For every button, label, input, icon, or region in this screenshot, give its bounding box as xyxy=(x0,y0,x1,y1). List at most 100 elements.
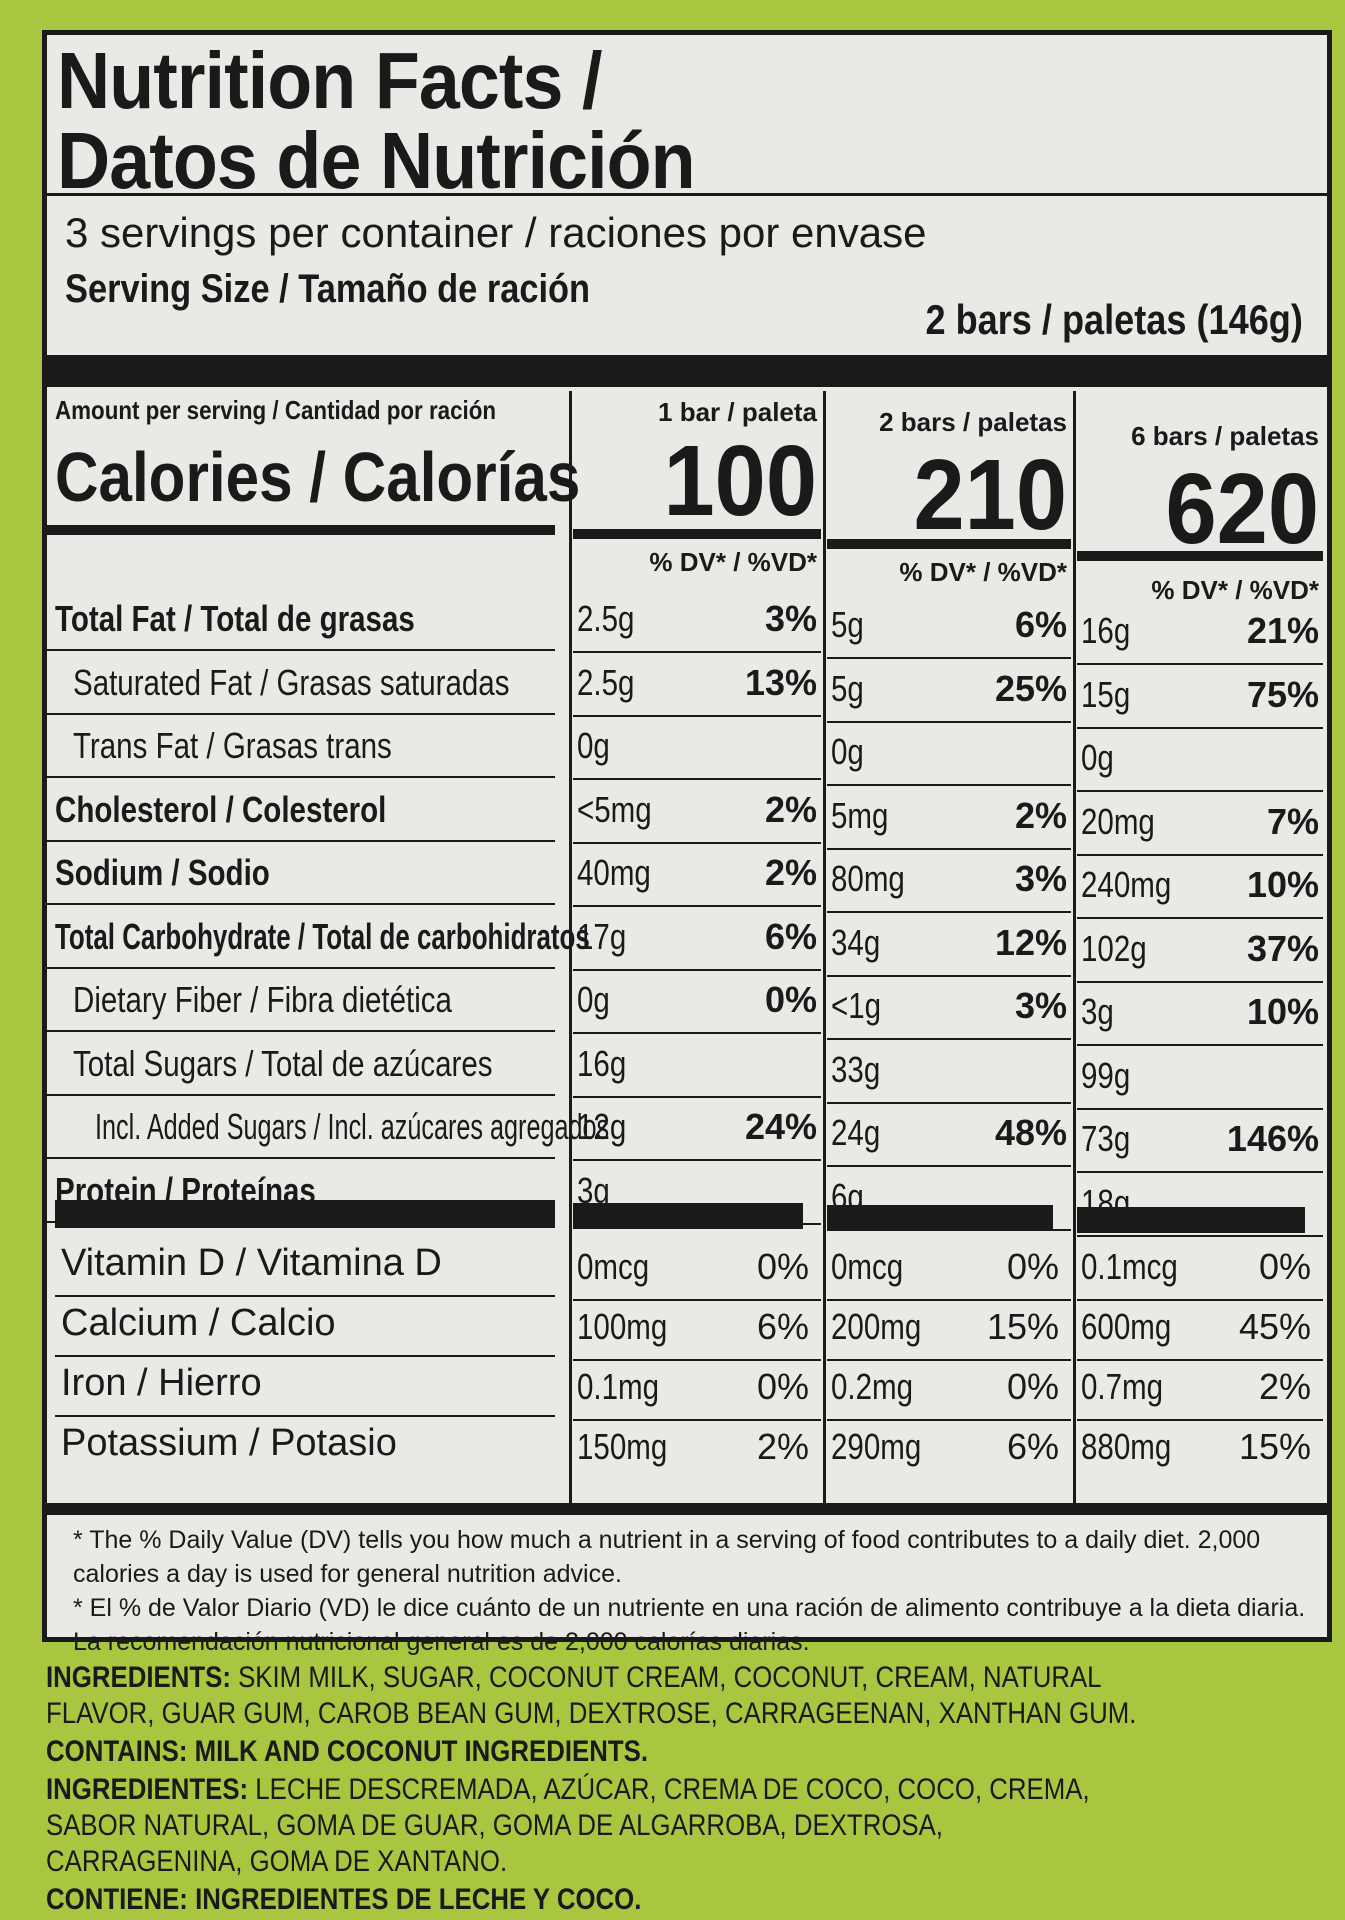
nutrient-amount: 2.5g xyxy=(577,661,635,703)
nutrient-amount: 24g xyxy=(831,1112,881,1153)
amount-per-serving: Amount per serving / Cantidad por ración xyxy=(55,395,497,425)
row-rule xyxy=(47,966,555,969)
cell-rule xyxy=(573,905,821,907)
vitamin-dv: 6% xyxy=(1006,1426,1059,1467)
cell-rule xyxy=(1077,1234,1323,1237)
nutrition-facts-panel: Nutrition Facts / Datos de Nutrición 3 s… xyxy=(42,30,1332,1656)
vitamin-amount: 0mcg xyxy=(831,1246,904,1287)
calories-rule xyxy=(573,529,821,539)
nutrient-amount: 33g xyxy=(831,1048,881,1090)
vitamin-amount: 0.1mg xyxy=(577,1366,660,1407)
nutrient-label: Dietary Fiber / Fibra dietética xyxy=(73,979,452,1020)
nutrient-dv: 10% xyxy=(1246,991,1319,1032)
cell-rule xyxy=(827,1038,1071,1040)
nutrient-dv: 6% xyxy=(1014,604,1067,645)
vitamin-dv: 6% xyxy=(756,1306,809,1347)
nutrient-amount: 240mg xyxy=(1081,864,1172,905)
cell-rule xyxy=(1077,726,1323,729)
ingredients-en: INGREDIENTS: SKIM MILK, SUGAR, COCONUT C… xyxy=(46,1660,1138,1732)
nutrient-amount: 0g xyxy=(577,725,610,766)
row-rule xyxy=(47,839,555,842)
cell-rule xyxy=(827,720,1071,723)
vitamin-dv: 0% xyxy=(756,1366,809,1407)
divider xyxy=(47,193,1327,196)
vitamin-amount: 0.1mcg xyxy=(1081,1246,1178,1287)
nutrient-amount: 0g xyxy=(1081,737,1114,778)
calories-rule xyxy=(47,525,555,535)
nutrient-amount: 20mg xyxy=(1081,800,1155,842)
ingredientes-label: INGREDIENTES: xyxy=(46,1773,249,1806)
ingredientes-text: LECHE DESCREMADA, AZÚCAR, CREMA DE COCO,… xyxy=(46,1773,1090,1878)
nutrient-dv: 2% xyxy=(764,852,817,893)
cell-rule xyxy=(827,784,1071,786)
vitamin-dv: 0% xyxy=(1258,1246,1311,1287)
servings-per-container: 3 servings per container / raciones por … xyxy=(65,209,927,256)
nutrient-amount: 102g xyxy=(1081,927,1147,969)
cell-rule xyxy=(573,1032,821,1034)
bottom-rule xyxy=(47,1503,1327,1515)
cell-rule xyxy=(573,778,821,780)
serving-size-value: 2 bars / paletas (146g) xyxy=(925,296,1303,343)
nutrient-dv: 12% xyxy=(994,921,1067,963)
vitamin-label: Calcium / Calcio xyxy=(61,1302,336,1344)
nutrient-amount: 0g xyxy=(831,731,864,772)
nutrient-amount: <1g xyxy=(831,985,882,1026)
nutrient-amount: <5mg xyxy=(577,788,652,830)
contiene-text: INGREDIENTES DE LECHE Y COCO. xyxy=(195,1883,642,1916)
vitamin-separator xyxy=(827,1205,1053,1231)
ingredients-block: INGREDIENTS: SKIM MILK, SUGAR, COCONUT C… xyxy=(46,1660,1138,1920)
cell-rule xyxy=(1077,663,1323,665)
ingredients-text: SKIM MILK, SUGAR, COCONUT CREAM, COCONUT… xyxy=(46,1661,1137,1730)
column-divider xyxy=(1073,391,1076,1503)
nutrient-amount: 12g xyxy=(577,1106,627,1147)
vitamin-amount: 0.2mg xyxy=(831,1366,914,1407)
row-rule xyxy=(47,776,555,778)
nutrient-label: Sodium / Sodio xyxy=(55,852,270,893)
nutrient-label: Incl. Added Sugars / Incl. azúcares agre… xyxy=(95,1106,610,1147)
nutrient-dv: 146% xyxy=(1226,1118,1319,1159)
cell-rule xyxy=(827,657,1071,659)
vitamin-amount: 0.7mg xyxy=(1081,1366,1164,1407)
column-header: 6 bars / paletas xyxy=(1131,421,1319,451)
row-rule xyxy=(47,649,555,651)
vitamin-dv: 0% xyxy=(1006,1366,1059,1407)
cell-rule xyxy=(1077,1044,1323,1046)
vitamin-amount: 150mg xyxy=(577,1426,668,1467)
cell-rule xyxy=(827,1359,1071,1361)
row-rule xyxy=(55,1295,555,1297)
row-rule xyxy=(47,1157,555,1159)
cell-rule xyxy=(1077,790,1323,792)
vitamin-dv: 15% xyxy=(986,1306,1059,1347)
contains-en: CONTAINS: MILK AND COCONUT INGREDIENTS. xyxy=(46,1734,1138,1770)
nutrient-dv: 75% xyxy=(1246,673,1319,715)
calories-value: 100 xyxy=(663,425,817,537)
nutrient-label: Total Fat / Total de grasas xyxy=(55,598,415,639)
vitamin-dv: 0% xyxy=(1006,1246,1059,1287)
nutrient-dv: 6% xyxy=(764,915,817,957)
vitamin-separator xyxy=(55,1200,555,1228)
cell-rule xyxy=(573,1419,821,1421)
contains-text: MILK AND COCONUT INGREDIENTS. xyxy=(194,1735,649,1768)
cell-rule xyxy=(573,1159,821,1161)
cell-rule xyxy=(573,651,821,653)
cell-rule xyxy=(1077,1299,1323,1301)
nutrient-dv: 3% xyxy=(1014,858,1067,899)
cell-rule xyxy=(1077,853,1323,856)
panel-title: Nutrition Facts / Datos de Nutrición xyxy=(57,36,696,205)
nutrient-label: Saturated Fat / Grasas saturadas xyxy=(73,661,510,703)
cell-rule xyxy=(1077,980,1323,983)
nutrient-label: Trans Fat / Grasas trans xyxy=(73,725,392,766)
title-line-2: Datos de Nutrición xyxy=(57,116,696,205)
nutrient-amount: 5mg xyxy=(831,794,889,836)
nutrient-dv: 21% xyxy=(1246,610,1319,651)
nutrient-amount: 34g xyxy=(831,921,881,963)
cell-rule xyxy=(573,1359,821,1361)
title-line-1: Nutrition Facts / xyxy=(57,36,602,125)
cell-rule xyxy=(827,911,1071,913)
cell-rule xyxy=(827,1101,1071,1104)
column-header: 1 bar / paleta xyxy=(658,397,817,427)
row-rule xyxy=(55,1355,555,1357)
contiene-label: CONTIENE: xyxy=(46,1883,188,1916)
nutrient-amount: 3g xyxy=(1081,991,1114,1032)
calories-value: 210 xyxy=(913,439,1067,551)
